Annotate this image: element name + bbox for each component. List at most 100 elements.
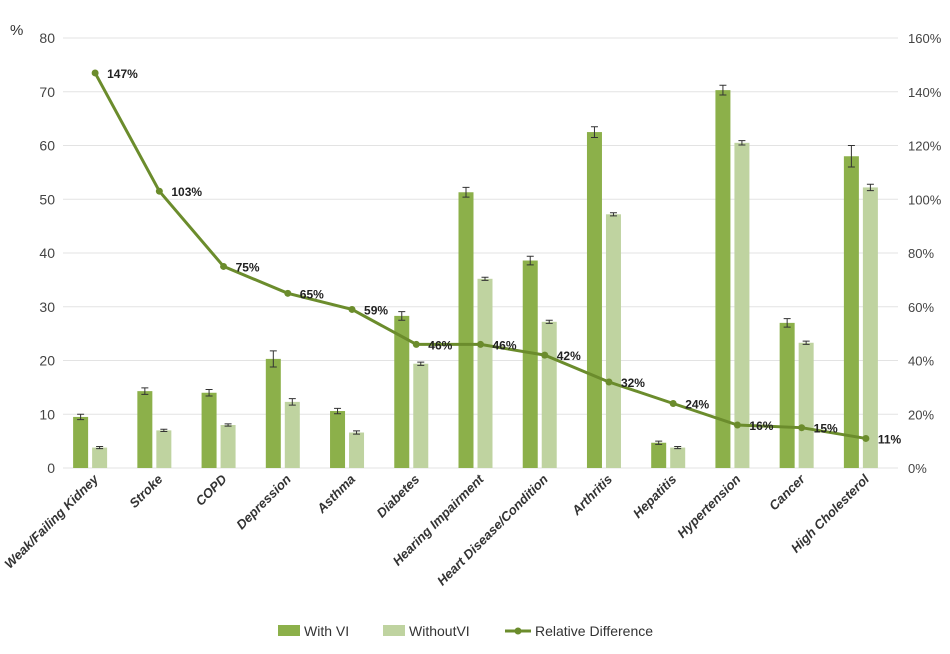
error-bar xyxy=(269,350,277,368)
error-bar xyxy=(160,428,168,432)
error-bar xyxy=(334,407,342,415)
x-tick-label: COPD xyxy=(193,471,231,509)
y2-tick-label: 140% xyxy=(908,85,942,100)
error-bar xyxy=(481,276,489,281)
line-point xyxy=(220,262,228,270)
y-tick-label: 50 xyxy=(39,191,55,207)
line-data-label: 59% xyxy=(364,303,388,317)
bar-without-vi xyxy=(477,278,493,468)
line-point xyxy=(348,305,356,313)
bar-with-vi xyxy=(201,392,217,468)
bar-without-vi xyxy=(156,430,172,468)
bar-with-vi xyxy=(265,358,281,468)
line-point xyxy=(91,69,99,77)
bar-without-vi xyxy=(734,142,750,468)
x-tick-label: Arthritis xyxy=(568,472,615,519)
y2-tick-label: 120% xyxy=(908,139,942,154)
bar-without-vi xyxy=(220,425,236,468)
y-tick-label: 30 xyxy=(39,299,55,315)
y-tick-label: 60 xyxy=(39,138,55,154)
bar-with-vi xyxy=(586,132,602,468)
line-point xyxy=(412,340,420,348)
y-tick-label: 20 xyxy=(39,353,55,369)
y2-tick-label: 160% xyxy=(908,31,942,46)
line-point xyxy=(541,351,549,359)
line-point xyxy=(605,378,613,386)
line-point xyxy=(862,434,870,442)
y-tick-label: 10 xyxy=(39,406,55,422)
error-bar xyxy=(462,186,470,198)
bar-with-vi xyxy=(394,315,410,468)
error-bar xyxy=(802,340,810,345)
bar-with-vi xyxy=(330,411,346,468)
y2-tick-label: 60% xyxy=(908,300,934,315)
bar-with-vi xyxy=(522,260,538,468)
line-point xyxy=(733,421,741,429)
line-data-label: 75% xyxy=(236,260,260,274)
error-bar xyxy=(288,398,296,406)
x-tick-label: Cancer xyxy=(766,471,808,513)
y-tick-label: 0 xyxy=(47,460,55,476)
x-tick-label: Hepatitis xyxy=(630,472,679,521)
error-bar xyxy=(96,446,104,450)
bar-with-vi xyxy=(715,90,731,468)
x-tick-label: Hypertension xyxy=(674,471,743,540)
bar-without-vi xyxy=(798,342,814,468)
error-bar xyxy=(655,440,663,445)
y2-tick-label: 80% xyxy=(908,246,934,261)
error-bar xyxy=(738,140,746,146)
bar-without-vi xyxy=(92,447,108,468)
line-point xyxy=(669,400,677,407)
y-tick-label: 80 xyxy=(39,30,55,46)
line-point xyxy=(477,340,484,348)
line-data-label: 46% xyxy=(428,338,452,352)
y-axis-label: % xyxy=(10,22,23,39)
bar-with-vi xyxy=(137,391,153,468)
legend-marker xyxy=(514,627,522,635)
line-data-label: 32% xyxy=(621,376,645,390)
line-data-label: 24% xyxy=(685,398,709,412)
legend: With VI WithoutVI Relative Difference xyxy=(278,623,653,639)
error-bar xyxy=(417,361,425,366)
legend-label: Relative Difference xyxy=(535,623,653,639)
line-data-label: 42% xyxy=(557,349,581,363)
bar-without-vi xyxy=(541,321,557,468)
error-bar xyxy=(719,84,727,96)
bar-without-vi xyxy=(670,447,686,468)
error-bar xyxy=(590,126,598,138)
line-point xyxy=(155,187,163,195)
y-tick-label: 70 xyxy=(39,84,55,100)
error-bar xyxy=(141,387,149,395)
error-bar xyxy=(353,430,361,435)
x-tick-label: Weak/Failing Kidney xyxy=(1,471,101,571)
error-bar xyxy=(866,183,874,192)
line-data-label: 16% xyxy=(749,419,773,433)
bar-with-vi xyxy=(779,322,795,468)
error-bar xyxy=(205,389,213,397)
y2-tick-label: 40% xyxy=(908,354,934,369)
error-bar xyxy=(609,212,617,217)
legend-label: WithoutVI xyxy=(409,623,470,639)
error-bar xyxy=(526,255,534,266)
error-bar xyxy=(77,413,85,421)
y-tick-label: 40 xyxy=(39,245,55,261)
line-data-label: 65% xyxy=(300,287,324,301)
line-point xyxy=(284,289,292,297)
error-bar xyxy=(224,423,232,427)
legend-swatch-with-vi xyxy=(278,625,300,636)
x-tick-label: Depression xyxy=(233,471,294,532)
bar-with-vi xyxy=(651,442,667,468)
bar-without-vi xyxy=(284,401,300,468)
y2-tick-label: 0% xyxy=(908,461,927,476)
x-tick-label: Stroke xyxy=(126,472,165,511)
line-data-label: 103% xyxy=(171,185,202,199)
bar-with-vi xyxy=(73,416,89,468)
bar-without-vi xyxy=(605,214,621,468)
x-tick-label: Asthma xyxy=(313,472,358,517)
bar-without-vi xyxy=(349,432,365,468)
x-tick-label: Heart Disease/Condition xyxy=(434,471,551,588)
line-data-label: 15% xyxy=(814,422,838,436)
line-point xyxy=(798,424,806,432)
y2-tick-label: 100% xyxy=(908,192,942,207)
